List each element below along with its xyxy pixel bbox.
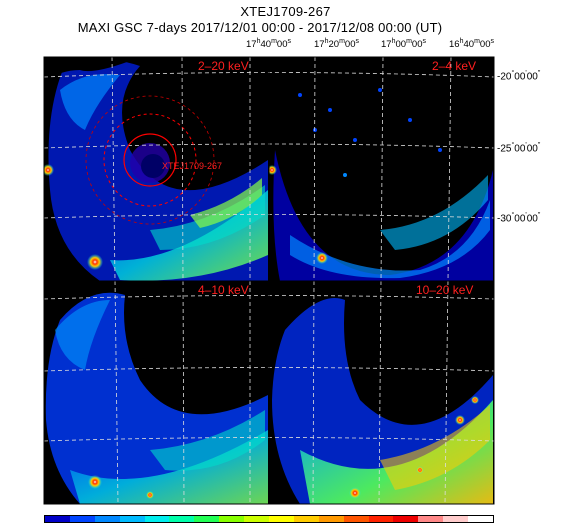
colorbar-segment	[418, 516, 444, 522]
observation-title: MAXI GSC 7-days 2017/12/01 00:00 - 2017/…	[77, 20, 443, 35]
colorbar-segment	[119, 516, 145, 522]
panel-10-20kev-map	[272, 298, 493, 504]
colorbar-segment	[69, 516, 95, 522]
source-title: XTEJ1709-267	[240, 4, 331, 19]
dec-label-2: -25°00'00"	[497, 142, 541, 155]
ra-label-4: 16h40m00s	[449, 38, 494, 51]
colorbar-segment	[368, 516, 394, 522]
colorbar-segment	[269, 516, 294, 522]
colorbar-segment	[219, 516, 245, 522]
panel-2-20kev-map	[44, 57, 268, 281]
dec-label-1: -20°00'00"	[497, 70, 541, 83]
colorbar-segment	[318, 516, 344, 522]
energy-label-4-10: 4–10 keV	[198, 283, 249, 297]
colorbar-segment	[94, 516, 120, 522]
source-region-marker	[85, 95, 215, 225]
panel-4-10kev-map	[45, 292, 269, 504]
colorbar-segment	[443, 516, 469, 522]
ra-label-1: 17h40m00s	[246, 38, 291, 51]
energy-label-10-20: 10–20 keV	[416, 283, 473, 297]
colorbar-segment	[468, 516, 494, 522]
energy-label-2-20: 2–20 keV	[198, 59, 249, 73]
panel-frames	[43, 56, 495, 505]
colorbar-segment	[393, 516, 419, 522]
colorbar-segment	[169, 516, 195, 522]
source-marker-label: XTEJ1709-267	[162, 161, 222, 171]
colorbar-segment	[293, 516, 319, 522]
colorbar-segment	[45, 516, 70, 522]
colorbar	[44, 515, 494, 523]
colorbar-segment	[194, 516, 220, 522]
ra-label-2: 17h20m00s	[314, 38, 359, 51]
colorbar-segment	[244, 516, 270, 522]
dec-label-3: -30°00'00"	[497, 212, 541, 225]
panel-2-4kev-map	[269, 88, 493, 281]
ra-label-3: 17h00m00s	[381, 38, 426, 51]
colorbar-segment	[343, 516, 369, 522]
colorbar-segment	[144, 516, 170, 522]
energy-label-2-4: 2–4 keV	[432, 59, 476, 73]
